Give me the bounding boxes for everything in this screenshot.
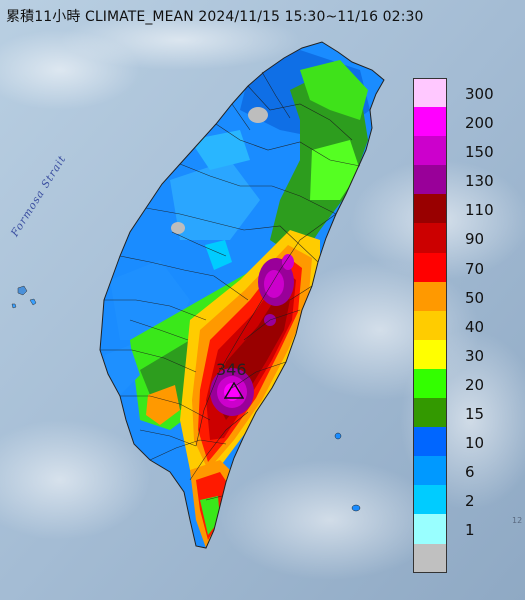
legend-swatch: [413, 427, 447, 457]
legend-swatch: [413, 398, 447, 428]
legend-row: 300: [413, 78, 513, 108]
map-title: 累積11小時 CLIMATE_MEAN 2024/11/15 15:30~11/…: [6, 9, 424, 25]
legend-row: [413, 543, 513, 573]
legend-row: 150: [413, 136, 513, 166]
legend-swatch: [413, 107, 447, 137]
legend-row: 20: [413, 368, 513, 399]
legend-label: 150: [465, 143, 494, 162]
legend-swatch: [413, 78, 447, 108]
legend-swatch: [413, 223, 447, 253]
penghu-islands: [11, 285, 37, 309]
legend-row: 6: [413, 456, 513, 486]
legend-label: 6: [465, 463, 475, 482]
legend-swatch: [413, 252, 447, 282]
legend-swatch: [413, 543, 447, 573]
legend-label: 20: [465, 375, 485, 394]
legend-swatch: [413, 485, 447, 515]
legend-label: 2: [465, 492, 475, 511]
offshore-islands-east: [334, 432, 361, 512]
legend-row: 70: [413, 252, 513, 282]
legend-row: 30: [413, 339, 513, 369]
legend-row: 50: [413, 281, 513, 311]
legend-row: 2: [413, 485, 513, 515]
county-boundaries: [100, 71, 361, 501]
legend-swatch: [413, 514, 447, 544]
legend-label: 110: [465, 201, 494, 220]
legend-label: 15: [465, 405, 485, 424]
legend-swatch: [413, 194, 447, 224]
legend-swatch: [413, 456, 447, 486]
rainfall-legend: 300 200 150 130 110 90 70 50 40 30 20 15 10 6 2 1: [413, 78, 513, 573]
legend-row: 15: [413, 398, 513, 428]
legend-swatch: [413, 310, 447, 340]
legend-swatch: [413, 339, 447, 369]
legend-label: 90: [465, 230, 485, 249]
legend-swatch: [413, 281, 447, 311]
legend-row: 200: [413, 107, 513, 137]
legend-label: 300: [465, 85, 494, 103]
legend-label: 40: [465, 317, 485, 336]
legend-label: 30: [465, 346, 485, 365]
legend-row: 130: [413, 165, 513, 195]
legend-row: 110: [413, 194, 513, 224]
legend-label: 1: [465, 521, 475, 540]
legend-row: 10: [413, 427, 513, 457]
legend-row: 90: [413, 223, 513, 253]
peak-rainfall-value: 346: [216, 360, 247, 379]
legend-label: 50: [465, 288, 485, 307]
legend-row: 1: [413, 514, 513, 544]
legend-swatch: [413, 165, 447, 195]
legend-swatch: [413, 368, 447, 399]
legend-row: 40: [413, 310, 513, 340]
triangle-marker-icon: [224, 382, 244, 399]
legend-label: 200: [465, 114, 494, 133]
legend-label: 70: [465, 259, 485, 278]
legend-label: 130: [465, 172, 494, 191]
edge-text: 12: [512, 516, 523, 525]
legend-label: 10: [465, 434, 485, 453]
legend-swatch: [413, 136, 447, 166]
